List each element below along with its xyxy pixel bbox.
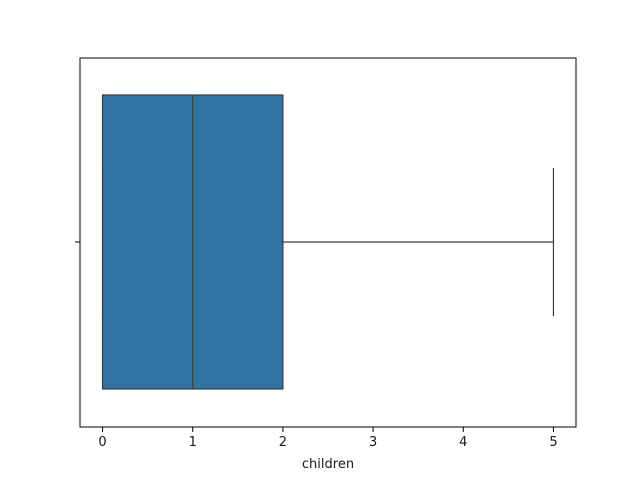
x-tick-label: 3 xyxy=(369,435,377,450)
x-tick-label: 0 xyxy=(98,435,106,450)
x-tick-label: 5 xyxy=(549,435,557,450)
box-plot-marks xyxy=(101,94,555,390)
x-tick-label: 4 xyxy=(459,435,467,450)
x-axis-ticks: 0 1 2 3 4 5 xyxy=(98,427,558,450)
x-tick-label: 2 xyxy=(279,435,287,450)
x-axis-label: children xyxy=(302,457,354,472)
x-tick-label: 1 xyxy=(189,435,197,450)
